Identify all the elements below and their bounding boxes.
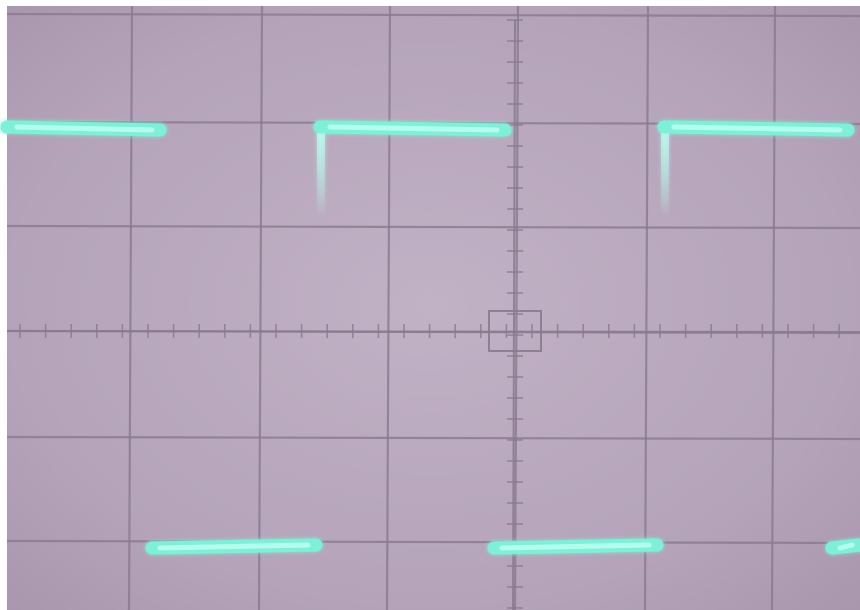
trace-high-core	[14, 124, 155, 133]
trace-rising-edge	[661, 127, 669, 217]
waveform-trace	[0, 120, 860, 555]
image-border-top	[0, 0, 860, 6]
image-border-left	[0, 0, 7, 610]
center-marker-box	[488, 310, 542, 352]
grid-line-vertical	[385, 5, 392, 610]
trace-high-core	[671, 124, 843, 133]
grid-line-vertical	[257, 5, 264, 610]
grid-line-horizontal	[6, 12, 860, 18]
trace-low-core	[157, 542, 311, 551]
trace-low-core	[837, 542, 855, 551]
grid-line-horizontal	[6, 224, 860, 230]
graticule	[6, 5, 860, 610]
grid-line-vertical	[513, 5, 520, 610]
grid-line-vertical	[770, 5, 777, 610]
grid-line-vertical	[127, 5, 134, 610]
center-axis-horizontal	[6, 330, 860, 333]
trace-rising-edge	[317, 127, 325, 217]
center-axis-vertical	[512, 19, 516, 610]
trace-high-core	[327, 124, 500, 133]
grid-line-vertical	[643, 5, 650, 610]
trace-low-core	[499, 542, 652, 551]
grid-line-horizontal	[6, 435, 860, 441]
grid-line-horizontal	[6, 539, 860, 545]
